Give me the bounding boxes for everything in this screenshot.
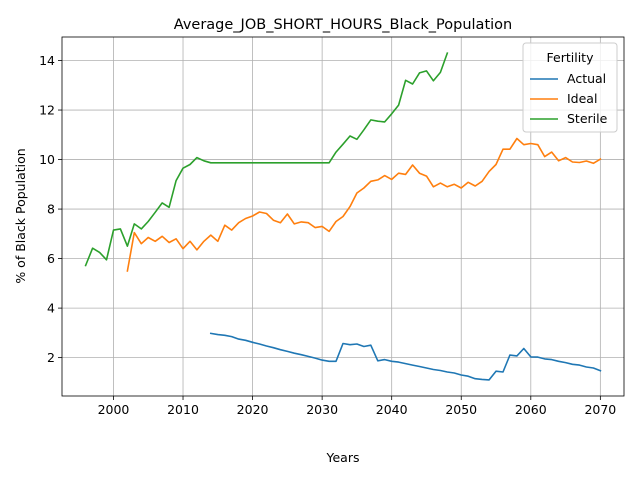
legend-items: Actual Ideal Sterile xyxy=(530,71,608,126)
x-tick-label: 2030 xyxy=(306,402,338,417)
y-tick-label: 14 xyxy=(39,53,55,68)
legend-label-actual: Actual xyxy=(567,71,606,86)
x-axis-ticks: 2000 2010 2020 2030 2040 2050 2060 2070 xyxy=(98,396,616,417)
x-tick-label: 2020 xyxy=(237,402,269,417)
legend-label-ideal: Ideal xyxy=(567,91,597,106)
x-tick-label: 2040 xyxy=(376,402,408,417)
y-tick-label: 6 xyxy=(47,251,55,266)
plot-area-frame xyxy=(61,36,625,397)
y-tick-label: 8 xyxy=(47,202,55,217)
y-tick-label: 2 xyxy=(47,350,55,365)
series-lines xyxy=(84,52,602,381)
y-axis-label: % of Black Population xyxy=(13,148,28,283)
legend-label-sterile: Sterile xyxy=(567,111,608,126)
series-line-sterile xyxy=(84,52,449,267)
x-tick-label: 2010 xyxy=(167,402,199,417)
y-tick-label: 12 xyxy=(39,103,55,118)
x-tick-label: 2000 xyxy=(98,402,130,417)
series-line-actual xyxy=(209,332,602,381)
x-axis-label: Years xyxy=(326,450,360,465)
y-tick-label: 4 xyxy=(47,301,55,316)
chart-title: Average_JOB_SHORT_HOURS_Black_Population xyxy=(174,17,512,33)
y-tick-label: 10 xyxy=(39,152,55,167)
x-tick-label: 2060 xyxy=(515,402,547,417)
y-axis-ticks: 2 4 6 8 10 12 14 xyxy=(39,53,62,365)
x-tick-label: 2050 xyxy=(445,402,477,417)
series-line-ideal xyxy=(126,137,602,272)
legend: Fertility Actual Ideal Sterile xyxy=(522,42,618,133)
x-tick-label: 2070 xyxy=(584,402,616,417)
legend-box xyxy=(522,42,618,133)
legend-title: Fertility xyxy=(547,50,595,65)
